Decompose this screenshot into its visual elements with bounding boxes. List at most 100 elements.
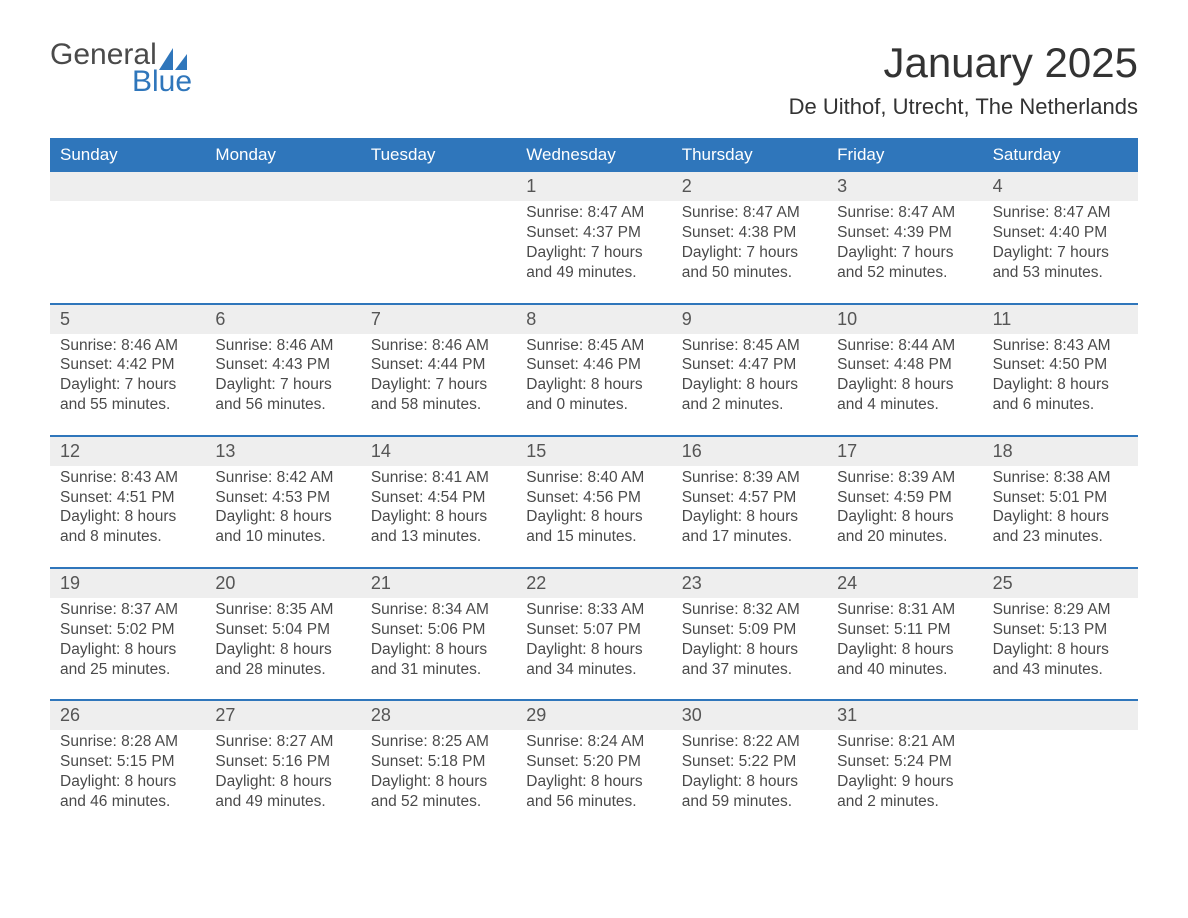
sunrise-text: Sunrise: 8:29 AM — [993, 600, 1128, 620]
daylight-text: Daylight: 8 hours and 59 minutes. — [682, 772, 817, 812]
day-number: 27 — [205, 701, 360, 730]
day-number — [50, 172, 205, 201]
day-number: 29 — [516, 701, 671, 730]
day-detail: Sunrise: 8:46 AMSunset: 4:42 PMDaylight:… — [50, 334, 205, 435]
day-number: 5 — [50, 305, 205, 334]
day-number: 8 — [516, 305, 671, 334]
sunset-text: Sunset: 4:39 PM — [837, 223, 972, 243]
sunset-text: Sunset: 5:02 PM — [60, 620, 195, 640]
location-subtitle: De Uithof, Utrecht, The Netherlands — [789, 94, 1138, 120]
daylight-text: Daylight: 7 hours and 50 minutes. — [682, 243, 817, 283]
day-detail: Sunrise: 8:32 AMSunset: 5:09 PMDaylight:… — [672, 598, 827, 699]
day-detail: Sunrise: 8:46 AMSunset: 4:43 PMDaylight:… — [205, 334, 360, 435]
day-detail — [205, 201, 360, 302]
sunset-text: Sunset: 5:07 PM — [526, 620, 661, 640]
daylight-text: Daylight: 8 hours and 20 minutes. — [837, 507, 972, 547]
day-number: 9 — [672, 305, 827, 334]
daylight-text: Daylight: 8 hours and 15 minutes. — [526, 507, 661, 547]
sunset-text: Sunset: 5:01 PM — [993, 488, 1128, 508]
sunrise-text: Sunrise: 8:40 AM — [526, 468, 661, 488]
day-number: 21 — [361, 569, 516, 598]
day-number: 20 — [205, 569, 360, 598]
calendar-table: SundayMondayTuesdayWednesdayThursdayFrid… — [50, 138, 1138, 832]
daylight-text: Daylight: 7 hours and 56 minutes. — [215, 375, 350, 415]
day-header: Sunday — [50, 138, 205, 172]
day-number: 1 — [516, 172, 671, 201]
day-number: 15 — [516, 437, 671, 466]
day-detail — [361, 201, 516, 302]
daylight-text: Daylight: 8 hours and 37 minutes. — [682, 640, 817, 680]
day-number: 23 — [672, 569, 827, 598]
sunrise-text: Sunrise: 8:43 AM — [993, 336, 1128, 356]
sunset-text: Sunset: 5:13 PM — [993, 620, 1128, 640]
sunrise-text: Sunrise: 8:39 AM — [682, 468, 817, 488]
daylight-text: Daylight: 8 hours and 13 minutes. — [371, 507, 506, 547]
sunrise-text: Sunrise: 8:25 AM — [371, 732, 506, 752]
day-detail: Sunrise: 8:31 AMSunset: 5:11 PMDaylight:… — [827, 598, 982, 699]
day-header: Thursday — [672, 138, 827, 172]
week-daynum-row: 1234 — [50, 172, 1138, 201]
sunrise-text: Sunrise: 8:22 AM — [682, 732, 817, 752]
day-detail: Sunrise: 8:43 AMSunset: 4:51 PMDaylight:… — [50, 466, 205, 567]
logo: General Blue — [50, 40, 192, 95]
day-detail: Sunrise: 8:27 AMSunset: 5:16 PMDaylight:… — [205, 730, 360, 831]
sunset-text: Sunset: 4:46 PM — [526, 355, 661, 375]
sunrise-text: Sunrise: 8:31 AM — [837, 600, 972, 620]
day-detail — [983, 730, 1138, 831]
day-number: 18 — [983, 437, 1138, 466]
day-detail: Sunrise: 8:43 AMSunset: 4:50 PMDaylight:… — [983, 334, 1138, 435]
day-detail: Sunrise: 8:42 AMSunset: 4:53 PMDaylight:… — [205, 466, 360, 567]
daylight-text: Daylight: 8 hours and 8 minutes. — [60, 507, 195, 547]
sunset-text: Sunset: 4:44 PM — [371, 355, 506, 375]
sunrise-text: Sunrise: 8:47 AM — [837, 203, 972, 223]
day-number: 17 — [827, 437, 982, 466]
sunrise-text: Sunrise: 8:42 AM — [215, 468, 350, 488]
day-number — [205, 172, 360, 201]
day-detail: Sunrise: 8:45 AMSunset: 4:47 PMDaylight:… — [672, 334, 827, 435]
day-detail: Sunrise: 8:29 AMSunset: 5:13 PMDaylight:… — [983, 598, 1138, 699]
sunrise-text: Sunrise: 8:46 AM — [215, 336, 350, 356]
day-detail: Sunrise: 8:47 AMSunset: 4:37 PMDaylight:… — [516, 201, 671, 302]
sunset-text: Sunset: 4:37 PM — [526, 223, 661, 243]
week-detail-row: Sunrise: 8:46 AMSunset: 4:42 PMDaylight:… — [50, 334, 1138, 435]
daylight-text: Daylight: 8 hours and 40 minutes. — [837, 640, 972, 680]
week-daynum-row: 567891011 — [50, 303, 1138, 334]
daylight-text: Daylight: 8 hours and 28 minutes. — [215, 640, 350, 680]
day-detail: Sunrise: 8:39 AMSunset: 4:59 PMDaylight:… — [827, 466, 982, 567]
sunset-text: Sunset: 5:04 PM — [215, 620, 350, 640]
week-detail-row: Sunrise: 8:37 AMSunset: 5:02 PM Daylight:… — [50, 598, 1138, 699]
day-number: 10 — [827, 305, 982, 334]
sunrise-text: Sunrise: 8:47 AM — [993, 203, 1128, 223]
sunrise-text: Sunrise: 8:46 AM — [371, 336, 506, 356]
daylight-text: Daylight: 7 hours and 52 minutes. — [837, 243, 972, 283]
day-number: 26 — [50, 701, 205, 730]
sunset-text: Sunset: 4:51 PM — [60, 488, 195, 508]
day-detail: Sunrise: 8:28 AMSunset: 5:15 PMDaylight:… — [50, 730, 205, 831]
daylight-text: Daylight: 8 hours and 43 minutes. — [993, 640, 1128, 680]
sunset-text: Sunset: 4:38 PM — [682, 223, 817, 243]
daylight-text: Daylight: 8 hours and 34 minutes. — [526, 640, 661, 680]
week-detail-row: Sunrise: 8:47 AM Sunset: 4:37 PM Daylight:… — [50, 201, 1138, 302]
daylight-text: Daylight: 8 hours and 0 minutes. — [526, 375, 661, 415]
sunrise-text: Sunrise: 8:38 AM — [993, 468, 1128, 488]
sunrise-text: Sunrise: 8:45 AM — [682, 336, 817, 356]
day-number: 6 — [205, 305, 360, 334]
sunrise-text: Sunrise: 8:21 AM — [837, 732, 972, 752]
week-daynum-row: 12131415161718 — [50, 435, 1138, 466]
week-daynum-row: 19202122232425 — [50, 567, 1138, 598]
day-number: 7 — [361, 305, 516, 334]
sunrise-text: Sunrise: 8:45 AM — [526, 336, 661, 356]
daylight-text: Daylight: 8 hours and 56 minutes. — [526, 772, 661, 812]
daylight-text: Daylight: 8 hours and 4 minutes. — [837, 375, 972, 415]
day-number: 11 — [983, 305, 1138, 334]
day-detail: Sunrise: 8:24 AMSunset: 5:20 PMDaylight:… — [516, 730, 671, 831]
sunrise-text: Sunrise: 8:39 AM — [837, 468, 972, 488]
sunrise-text: Sunrise: 8:37 AM — [60, 600, 195, 620]
week-detail-row: Sunrise: 8:28 AMSunset: 5:15 PMDaylight:… — [50, 730, 1138, 831]
page-title: January 2025 — [789, 40, 1138, 86]
day-number: 31 — [827, 701, 982, 730]
daylight-text: Daylight: 8 hours and 46 minutes. — [60, 772, 195, 812]
sunrise-text: Sunrise: 8:41 AM — [371, 468, 506, 488]
day-number: 22 — [516, 569, 671, 598]
sunrise-text: Sunrise: 8:44 AM — [837, 336, 972, 356]
